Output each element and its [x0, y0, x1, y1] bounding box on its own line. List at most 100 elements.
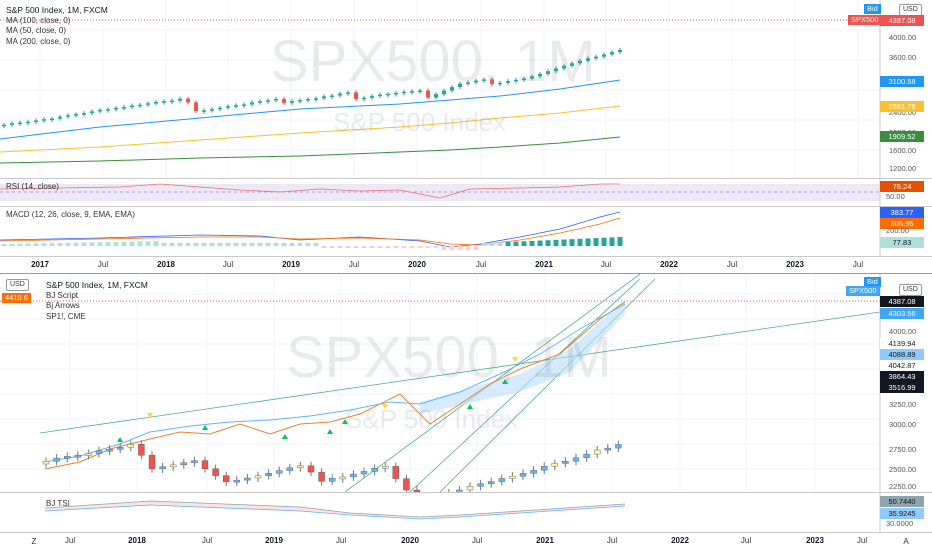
bottom-price-label: 4387.08: [880, 296, 924, 307]
bottom-chart-pane[interactable]: SPX500, 1M S&P 500 Index USD S&P 500 Ind…: [0, 274, 932, 492]
macd-legend[interactable]: MACD (12, 26, close, 9, EMA, EMA): [6, 210, 135, 219]
macd-hist-bar: [593, 238, 599, 246]
bot-candle: [498, 478, 505, 482]
bottom-price-label: 4088.89: [880, 349, 924, 360]
trendline-long: [39, 311, 881, 434]
bottom-currency-badge[interactable]: USD: [6, 279, 29, 291]
legend-sp1[interactable]: SP1!, CME: [46, 311, 86, 321]
bj-arrow-down: [147, 413, 153, 418]
bot-candle: [148, 455, 156, 470]
top-time-label: 2017: [31, 260, 49, 269]
bot-candle: [329, 477, 336, 482]
rsi-legend[interactable]: RSI (14, close): [6, 182, 59, 191]
top-chart-title[interactable]: S&P 500 Index, 1M, FXCM: [6, 5, 108, 15]
bottom-axis-tick: 2750.00: [889, 445, 917, 454]
macd-hist-bar: [577, 238, 583, 246]
top-candle: [330, 95, 334, 98]
macd-hist-bar: [257, 243, 263, 246]
top-chart-pane[interactable]: SPX500, 1M S&P 500 Index S&P 500 Index, …: [0, 0, 932, 178]
top-candle: [594, 56, 598, 59]
bot-candle: [551, 463, 558, 467]
bottom-time-label: Jul: [64, 536, 76, 545]
bottom-time-label: Jul: [201, 536, 213, 545]
macd-hist-bar: [305, 243, 311, 246]
macd-tick-200: 200.00: [886, 226, 909, 235]
bot-candle: [53, 457, 60, 462]
bj-script-line: [44, 301, 626, 470]
tsi-legend[interactable]: BJ TSI: [46, 499, 70, 508]
macd-hist-bar: [105, 242, 111, 246]
bot-candle: [509, 475, 516, 479]
top-candle: [410, 91, 414, 93]
corner-z-button[interactable]: Z: [31, 537, 37, 546]
bottom-price-label: 4139.94: [880, 338, 924, 349]
macd-hist-bar: [193, 243, 199, 246]
top-candle: [346, 92, 350, 94]
rsi-value-label: 76.24: [880, 181, 924, 192]
macd-hist-bar: [537, 240, 543, 246]
bot-candle: [371, 468, 378, 472]
macd-hist-bar: [489, 242, 495, 246]
macd-hist-bar: [185, 243, 191, 246]
macd-hist-bar: [97, 242, 103, 246]
top-candle: [58, 116, 62, 119]
bot-candle: [127, 444, 135, 448]
tsi-pane[interactable]: BJ TSI 50.7440 35.9245 30.0000: [0, 493, 932, 532]
top-price-label: 2561.75: [880, 101, 924, 112]
top-axis-tick: 3600.00: [889, 53, 917, 62]
macd-hist-bar: [65, 242, 71, 246]
top-candle: [530, 76, 534, 79]
bj-signal-line: [44, 303, 626, 463]
bot-candle: [615, 444, 622, 449]
top-axis-tick: 1600.00: [889, 146, 917, 155]
top-time-axis[interactable]: 2017 Jul 2018 Jul 2019 Jul 2020 Jul 2021 Jul 2022 J…: [0, 257, 932, 271]
top-candle: [562, 65, 566, 69]
bottom-axis-tick: 3000.00: [889, 420, 917, 429]
top-time-label: 2020: [408, 260, 426, 269]
macd-hist-bar: [345, 246, 351, 248]
bot-candle: [392, 466, 399, 479]
legend-bj-arrows[interactable]: Bj Arrows: [46, 301, 80, 310]
top-price-label: 3100.58: [880, 76, 924, 87]
bottom-time-axis[interactable]: Z A Jul 2018 Jul 2019 Jul 2020 Jul 2021 Jul 2022 J…: [0, 533, 932, 550]
macd-pane[interactable]: MACD (12, 26, close, 9, EMA, EMA) 383.77…: [0, 207, 932, 256]
bottom-chart-title[interactable]: S&P 500 Index, 1M, FXCM: [46, 280, 148, 290]
bottom-currency-sub[interactable]: USD: [899, 284, 922, 296]
tsi-line: [44, 500, 626, 518]
top-candle: [466, 82, 470, 84]
macd-chart[interactable]: [0, 207, 932, 256]
bot-candle: [180, 462, 188, 466]
top-candle: [610, 52, 614, 55]
macd-hist-bar: [169, 243, 175, 246]
top-candle: [74, 114, 78, 116]
bot-candle: [116, 447, 124, 450]
corner-a-button[interactable]: A: [903, 537, 909, 546]
legend-ma100[interactable]: MA (100, close, 0): [6, 15, 71, 25]
top-candle: [482, 79, 486, 81]
bot-candle: [541, 466, 548, 471]
top-bid-label: Bid: [864, 4, 881, 14]
macd-hist-bar: [417, 246, 423, 248]
bottom-price-chart[interactable]: [0, 274, 932, 492]
macd-hist-bar: [49, 243, 55, 246]
legend-ma50[interactable]: MA (50, close, 0): [6, 26, 67, 35]
macd-hist-bar: [1, 244, 7, 246]
bot-candle: [74, 454, 82, 458]
tsi-chart[interactable]: [0, 493, 932, 532]
bottom-time-label: 2022: [671, 536, 689, 545]
bot-candle: [201, 460, 209, 469]
bottom-price-label: 3864.43: [880, 371, 924, 382]
top-candle: [290, 101, 294, 103]
top-candle: [282, 98, 286, 103]
rsi-pane[interactable]: RSI (14, close) 76.24 50.00: [0, 179, 932, 206]
macd-hist-bar: [25, 243, 31, 246]
macd-hist-bar: [561, 239, 567, 246]
legend-bj-script[interactable]: BJ Script: [46, 290, 79, 300]
top-candle: [218, 107, 222, 110]
top-candle: [474, 80, 478, 83]
legend-ma200[interactable]: MA (200, close, 0): [6, 36, 71, 46]
bottom-price-label: 4303.56: [880, 308, 924, 319]
macd-hist-bar: [281, 243, 287, 246]
rsi-chart[interactable]: [0, 179, 932, 206]
top-price-chart[interactable]: [0, 0, 932, 178]
